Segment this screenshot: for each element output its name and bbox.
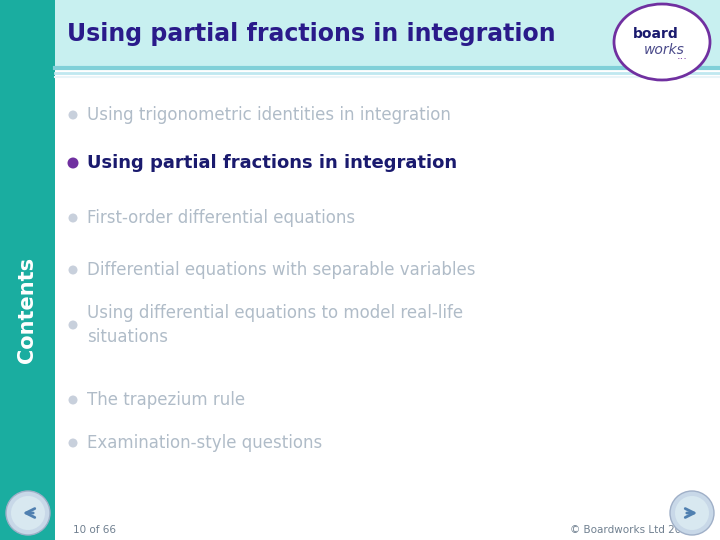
Text: Using trigonometric identities in integration: Using trigonometric identities in integr… — [87, 106, 451, 124]
Circle shape — [68, 111, 78, 119]
FancyBboxPatch shape — [0, 0, 55, 540]
Text: ...: ... — [677, 51, 688, 61]
Circle shape — [68, 321, 78, 329]
Circle shape — [670, 491, 714, 535]
Circle shape — [675, 496, 709, 530]
Text: Using partial fractions in integration: Using partial fractions in integration — [67, 22, 556, 46]
Circle shape — [68, 213, 78, 222]
Text: Differential equations with separable variables: Differential equations with separable va… — [87, 261, 475, 279]
Text: 10 of 66: 10 of 66 — [73, 525, 116, 535]
Circle shape — [68, 158, 78, 168]
Circle shape — [68, 395, 78, 404]
Text: First-order differential equations: First-order differential equations — [87, 209, 355, 227]
Text: Using differential equations to model real-life
situations: Using differential equations to model re… — [87, 304, 463, 346]
Text: © Boardworks Ltd 2006: © Boardworks Ltd 2006 — [570, 525, 694, 535]
Text: Using partial fractions in integration: Using partial fractions in integration — [87, 154, 457, 172]
Text: board: board — [633, 27, 679, 41]
Circle shape — [68, 438, 78, 448]
Text: The trapezium rule: The trapezium rule — [87, 391, 245, 409]
Text: Examination-style questions: Examination-style questions — [87, 434, 323, 452]
Text: Contents: Contents — [17, 257, 37, 363]
Ellipse shape — [614, 4, 710, 80]
Circle shape — [68, 266, 78, 274]
FancyBboxPatch shape — [55, 0, 720, 68]
Circle shape — [11, 496, 45, 530]
Text: works: works — [644, 43, 685, 57]
Circle shape — [6, 491, 50, 535]
